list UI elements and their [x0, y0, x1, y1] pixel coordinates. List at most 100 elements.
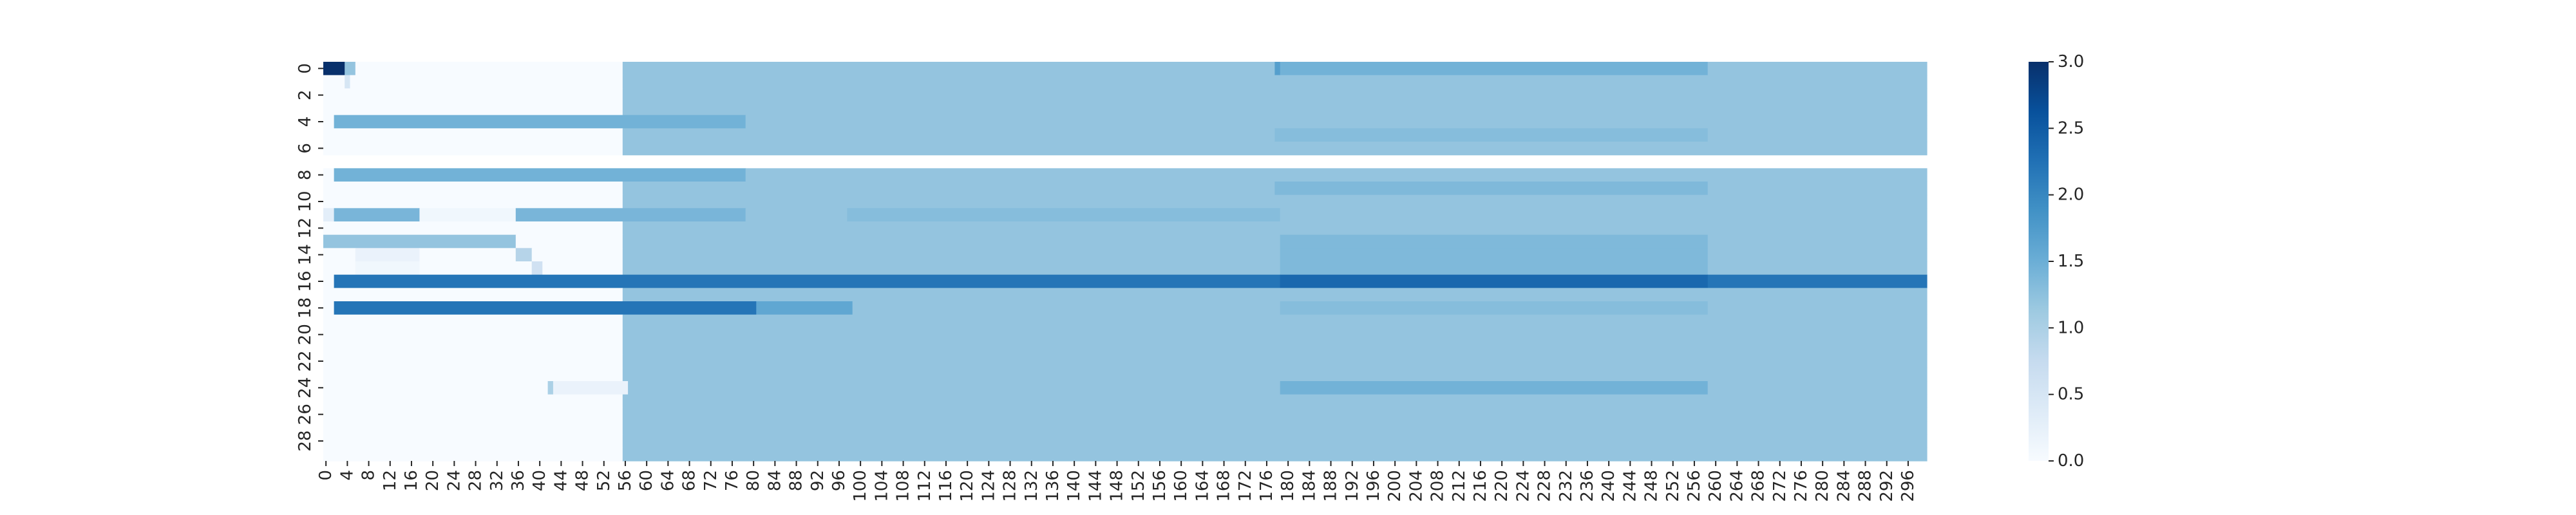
heatmap-cell	[323, 168, 335, 182]
heatmap-cell	[323, 368, 623, 382]
heatmap-cell	[323, 394, 623, 408]
colorbar-tick-label: 2.5	[2058, 118, 2084, 138]
heatmap-cell	[1280, 301, 1709, 315]
x-tick-label: 176	[1257, 470, 1276, 502]
x-tick-label: 148	[1108, 470, 1127, 502]
x-tick-label: 144	[1086, 470, 1105, 502]
x-tick-label: 120	[958, 470, 977, 502]
heatmap-cell	[334, 208, 420, 222]
heatmap-cell	[323, 102, 623, 116]
x-tick-label: 40	[530, 470, 549, 491]
x-tick-label: 260	[1706, 470, 1725, 502]
colorbar-tick-label: 2.0	[2058, 185, 2084, 205]
x-tick-label: 240	[1599, 470, 1618, 502]
y-tick-label: 8	[296, 169, 315, 180]
x-tick-label: 64	[658, 470, 677, 491]
heatmap-cell	[323, 301, 335, 315]
heatmap-cell	[622, 434, 1927, 448]
heatmap-cell	[515, 234, 623, 248]
x-tick-label: 256	[1685, 470, 1704, 502]
heatmap-cell	[745, 115, 1927, 129]
heatmap-cell	[1274, 62, 1281, 76]
heatmap-cell	[847, 208, 1281, 222]
heatmap-cell	[531, 261, 543, 276]
x-tick-label: 48	[573, 470, 592, 491]
x-tick-label: 196	[1364, 470, 1383, 502]
x-tick-label: 72	[701, 470, 721, 491]
heatmap-cell	[1280, 261, 1709, 276]
heatmap-cell	[531, 248, 623, 262]
heatmap-cell	[334, 115, 746, 129]
x-tick-label: 192	[1343, 470, 1362, 502]
x-tick-label: 236	[1578, 470, 1597, 502]
heatmap-cell	[622, 128, 1275, 142]
heatmap-cell	[1707, 261, 1927, 276]
heatmap-cell	[323, 381, 549, 395]
heatmap-cell	[323, 88, 623, 102]
heatmap-cell	[345, 75, 351, 89]
heatmap-cell	[622, 182, 1275, 196]
x-tick-label: 188	[1321, 470, 1341, 502]
heatmap-cell	[323, 341, 623, 355]
y-tick-label: 6	[296, 143, 315, 154]
x-tick-label: 232	[1557, 470, 1576, 502]
heatmap-cell	[1707, 128, 1927, 142]
x-tick-label: 160	[1171, 470, 1191, 502]
heatmap-cell	[1707, 234, 1927, 248]
x-tick-label: 276	[1792, 470, 1811, 502]
x-tick-label: 44	[551, 470, 571, 491]
heatmap-cell	[515, 248, 533, 262]
x-tick-label: 288	[1856, 470, 1875, 502]
y-tick-label: 14	[296, 244, 315, 265]
x-tick-label: 164	[1193, 470, 1212, 502]
heatmap-cell	[1280, 208, 1927, 222]
heatmap-cell	[622, 248, 1281, 262]
heatmap-cell	[622, 447, 1927, 462]
heatmap-cell	[622, 407, 1927, 422]
heatmap-cell	[323, 75, 345, 89]
x-tick-label: 152	[1129, 470, 1148, 502]
heatmap-cell	[419, 208, 516, 222]
x-tick-label: 140	[1065, 470, 1084, 502]
heatmap-cell	[334, 301, 757, 315]
heatmap-cell	[323, 115, 335, 129]
colorbar-tick-label: 1.0	[2058, 318, 2084, 337]
x-tick-label: 100	[851, 470, 870, 502]
heatmap-cell	[355, 261, 420, 276]
heatmap-cell	[622, 194, 1927, 209]
x-tick-label: 264	[1727, 470, 1747, 502]
x-tick-label: 216	[1471, 470, 1490, 502]
heatmap-cell	[852, 301, 1281, 315]
x-tick-label: 116	[936, 470, 956, 502]
heatmap-cell	[745, 208, 848, 222]
heatmap-cell	[622, 354, 1927, 368]
x-tick-label: 76	[723, 470, 742, 491]
heatmap-cell	[345, 62, 356, 76]
y-tick-label: 20	[296, 324, 315, 345]
x-tick-label: 108	[894, 470, 913, 502]
x-tick-label: 292	[1877, 470, 1897, 502]
heatmap-cell	[323, 434, 623, 448]
heatmap-cell	[622, 341, 1927, 355]
heatmap-cell	[323, 142, 623, 156]
heatmap-cell	[622, 328, 1927, 342]
heatmap-cell	[756, 301, 853, 315]
heatmap-cell	[622, 368, 1927, 382]
heatmap-cell	[355, 62, 623, 76]
heatmap-cell	[323, 314, 623, 328]
x-tick-label: 88	[787, 470, 806, 491]
x-tick-label: 296	[1899, 470, 1918, 502]
x-tick-label: 228	[1535, 470, 1555, 502]
y-tick-label: 24	[296, 377, 315, 398]
x-tick-label: 80	[744, 470, 763, 491]
x-tick-label: 132	[1022, 470, 1041, 502]
y-tick-label: 4	[296, 117, 315, 127]
x-tick-label: 32	[488, 470, 507, 491]
x-tick-label: 52	[594, 470, 614, 491]
x-tick-label: 96	[829, 470, 849, 491]
x-tick-label: 124	[979, 470, 998, 502]
heatmap-cell	[1280, 248, 1709, 262]
heatmap-cell	[334, 168, 746, 182]
heatmap-cell	[323, 182, 623, 196]
heatmap-cell	[622, 221, 1927, 236]
